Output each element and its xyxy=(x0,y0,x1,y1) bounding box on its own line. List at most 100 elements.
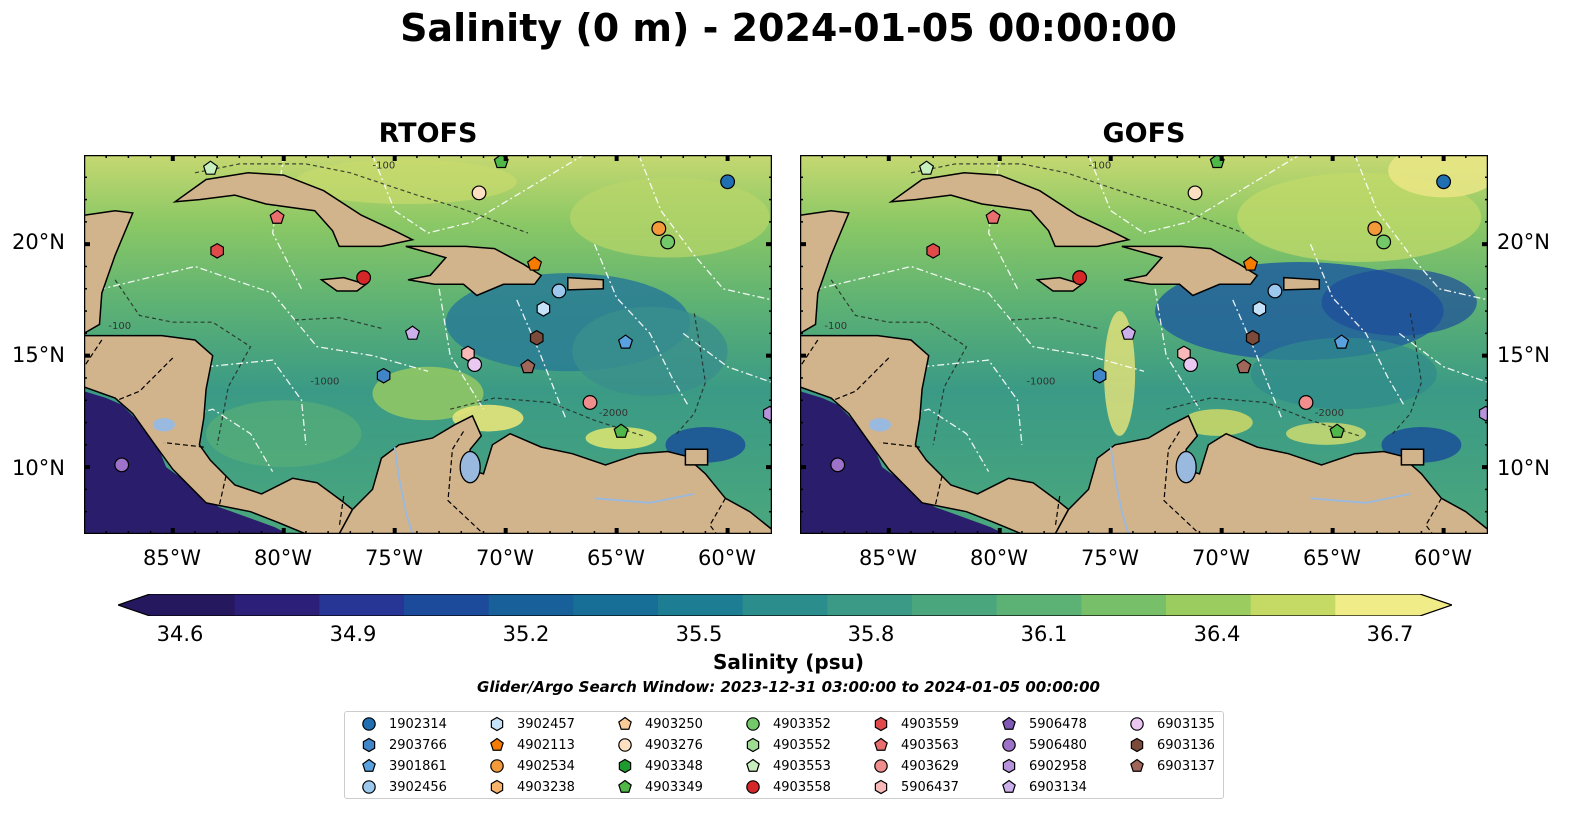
legend-marker-pentagon xyxy=(618,716,632,730)
float-marker-4903349 xyxy=(1329,423,1345,438)
colorbar-tick: 35.2 xyxy=(502,622,550,646)
eez-boundary xyxy=(516,299,567,419)
search-window-text: Glider/Argo Search Window: 2023-12-31 03… xyxy=(477,678,1100,696)
land-puertorico xyxy=(567,276,605,291)
legend-marker-hexagon xyxy=(490,779,504,795)
national-border xyxy=(84,339,103,368)
legend-label: 4902534 xyxy=(517,758,575,774)
salinity-anomaly xyxy=(1388,155,1488,198)
legend-label: 2903766 xyxy=(389,737,447,753)
legend-label: 4903559 xyxy=(901,716,959,732)
eez-boundary xyxy=(438,288,485,410)
lon-label-70w-gofs: 70°W xyxy=(1192,546,1250,570)
float-marker-2903766 xyxy=(376,367,391,384)
salinity-anomaly xyxy=(1321,268,1477,336)
legend-label: 4903563 xyxy=(901,737,959,753)
eez-boundary xyxy=(593,243,689,406)
land-centralam xyxy=(800,334,1070,534)
float-marker-2903766 xyxy=(1092,367,1107,384)
lat-label-20n-right: 20°N xyxy=(1497,230,1550,254)
lon-label-60w-gofs: 60°W xyxy=(1414,546,1472,570)
salinity-anomaly xyxy=(294,159,517,205)
national-border xyxy=(800,339,819,368)
float-marker-5906480 xyxy=(114,457,130,473)
lake-maracaibo xyxy=(1175,450,1197,484)
float-marker-3902457 xyxy=(536,300,551,317)
legend-item: 4903559 xyxy=(871,715,959,733)
legend-marker-circle xyxy=(362,717,376,731)
float-marker-6903134 xyxy=(1120,325,1137,340)
float-marker-4902534 xyxy=(1367,221,1383,237)
legend-marker-pentagon xyxy=(1130,758,1144,772)
float-marker-6902958 xyxy=(762,405,772,422)
legend-marker-hexagon xyxy=(490,716,504,732)
lon-label-85w-gofs: 85°W xyxy=(859,546,917,570)
eez-boundary xyxy=(682,332,772,384)
colorbar-segment xyxy=(827,594,913,616)
national-border xyxy=(218,475,227,506)
legend-item: 3901861 xyxy=(359,757,447,775)
bathymetry-label: -100 xyxy=(108,321,131,332)
colorbar-segment xyxy=(234,594,320,616)
eez-boundary xyxy=(1154,288,1201,410)
salinity-anomaly xyxy=(570,177,770,258)
legend-label: 4903238 xyxy=(517,779,575,795)
float-marker-4903553 xyxy=(202,160,219,175)
legend-label: 6903137 xyxy=(1157,758,1215,774)
legend-item: 4903276 xyxy=(615,736,703,754)
map-frame xyxy=(83,154,773,535)
salinity-anomaly xyxy=(1237,172,1482,263)
legend-item: 4903629 xyxy=(871,757,959,775)
pacific-ocean xyxy=(84,391,289,534)
legend-item: 4903238 xyxy=(487,778,575,796)
legend-marker-pentagon xyxy=(874,737,888,751)
bathymetry-contour xyxy=(294,317,384,330)
float-marker-4903563 xyxy=(269,209,285,224)
float-marker-6902958 xyxy=(1478,405,1488,422)
national-border xyxy=(1163,431,1200,534)
colorbar-segment xyxy=(1250,594,1336,616)
legend-label: 4903349 xyxy=(645,779,703,795)
legend-item: 2903766 xyxy=(359,736,447,754)
lon-label-65w-rtofs: 65°W xyxy=(587,546,645,570)
float-marker-4903558 xyxy=(356,270,372,286)
legend-label: 6903135 xyxy=(1157,716,1215,732)
land-cuba xyxy=(888,172,1131,248)
bathymetry-contour xyxy=(676,313,707,435)
legend-item: 5906480 xyxy=(999,736,1087,754)
national-border xyxy=(447,431,484,534)
float-marker-4902534 xyxy=(651,221,667,237)
float-marker-6903134 xyxy=(404,325,421,340)
legend-marker-circle xyxy=(746,780,760,794)
bathymetry-label: -1000 xyxy=(310,377,339,388)
float-marker-4903563 xyxy=(985,209,1001,224)
colorbar-segment xyxy=(488,594,574,616)
float-marker-4903558 xyxy=(1072,270,1088,286)
legend-label: 5906478 xyxy=(1029,716,1087,732)
lat-label-10n-right: 10°N xyxy=(1497,456,1550,480)
legend-label: 6903136 xyxy=(1157,737,1215,753)
float-marker-1902314 xyxy=(720,174,736,190)
float-marker-4903629 xyxy=(1298,395,1314,410)
legend-label: 4903558 xyxy=(773,779,831,795)
float-marker-4903629 xyxy=(582,395,598,410)
lon-label-70w-rtofs: 70°W xyxy=(476,546,534,570)
salinity-anomaly xyxy=(1181,409,1253,436)
map-frame xyxy=(799,154,1489,535)
river xyxy=(1109,446,1130,534)
colorbar-tick: 35.5 xyxy=(675,622,723,646)
eez-boundary xyxy=(866,359,1023,445)
bathymetry-contour xyxy=(1392,313,1423,435)
float-marker-4902113 xyxy=(526,256,543,271)
legend-item: 4903552 xyxy=(743,736,831,754)
bathymetry-contour xyxy=(194,163,529,234)
land-cuba xyxy=(172,172,415,248)
colorbar-segment xyxy=(404,594,490,616)
float-marker-5906437 xyxy=(1177,345,1191,362)
land-hispaniola xyxy=(405,245,543,297)
lon-label-80w-gofs: 80°W xyxy=(970,546,1028,570)
legend-label: 4903276 xyxy=(645,737,703,753)
lon-label-60w-rtofs: 60°W xyxy=(698,546,756,570)
land-southam xyxy=(338,414,772,534)
bathymetry-label: -2000 xyxy=(1315,408,1344,419)
